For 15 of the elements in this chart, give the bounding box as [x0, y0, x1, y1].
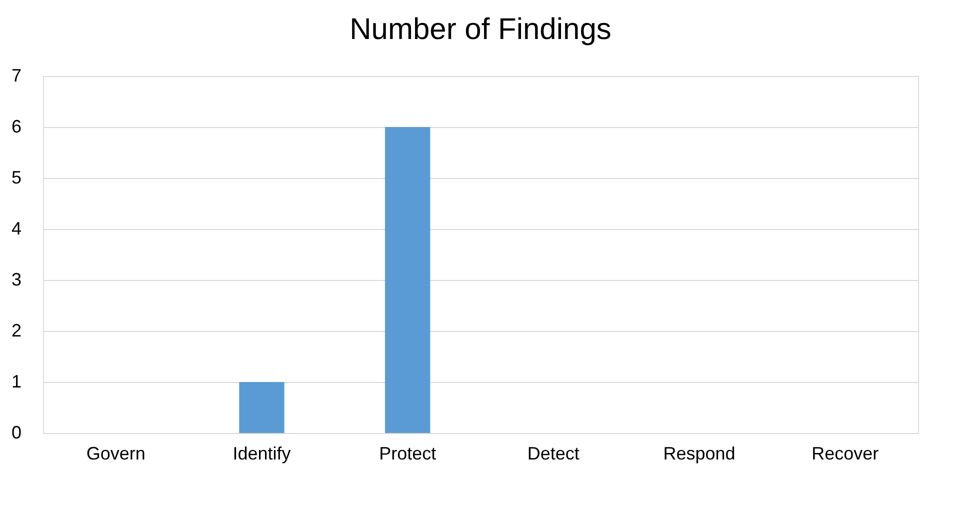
y-tick-label: 1: [11, 372, 22, 392]
y-tick-label: 5: [11, 168, 22, 188]
x-tick-label: Detect: [527, 444, 580, 464]
y-tick-label: 0: [11, 422, 22, 442]
y-tick-label: 2: [11, 320, 22, 340]
chart-title: Number of Findings: [350, 13, 612, 46]
x-tick-label: Respond: [663, 444, 736, 464]
x-tick-label: Identify: [232, 444, 291, 464]
y-tick-label: 6: [11, 116, 22, 136]
y-tick-label: 3: [11, 270, 22, 290]
y-tick-label: 4: [11, 218, 22, 238]
x-tick-label: Recover: [812, 444, 879, 464]
y-tick-label: 7: [11, 66, 22, 86]
x-tick-label: Govern: [86, 444, 146, 464]
x-tick-label: Protect: [379, 444, 436, 464]
